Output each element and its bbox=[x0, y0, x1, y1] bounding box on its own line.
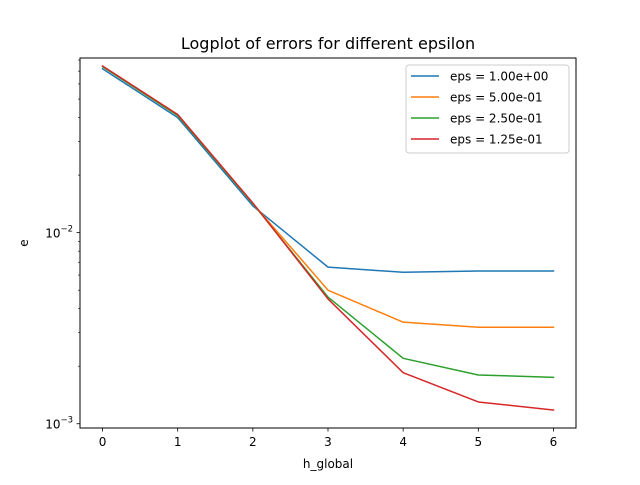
x-tick-label: 4 bbox=[399, 435, 407, 449]
legend-label-0: eps = 1.00e+00 bbox=[450, 70, 548, 84]
y-tick-label: 10−3 bbox=[45, 416, 73, 432]
legend-label-2: eps = 2.50e-01 bbox=[450, 112, 543, 126]
legend-label-3: eps = 1.25e-01 bbox=[450, 133, 543, 147]
y-tick-label: 10−2 bbox=[45, 225, 73, 241]
x-tick-label: 2 bbox=[249, 435, 257, 449]
legend-box bbox=[405, 64, 570, 154]
legend-label-1: eps = 5.00e-01 bbox=[450, 91, 543, 105]
series-layer bbox=[101, 64, 555, 411]
legend: eps = 1.00e+00 eps = 5.00e-01 eps = 2.50e-… bbox=[405, 64, 570, 154]
x-tick-label: 0 bbox=[99, 435, 107, 449]
x-tick-label: 5 bbox=[474, 435, 482, 449]
y-axis-label: e bbox=[17, 239, 31, 246]
x-tick-label: 1 bbox=[174, 435, 182, 449]
series-line-0 bbox=[101, 67, 555, 274]
ticks-layer: 0 1 2 3 4 5 6 10−3 10−2 bbox=[45, 59, 558, 449]
x-tick-label: 6 bbox=[550, 435, 558, 449]
x-axis-label: h_global bbox=[303, 457, 353, 471]
chart-title: Logplot of errors for different epsilon bbox=[181, 34, 475, 53]
series-line-3 bbox=[101, 64, 555, 411]
x-tick-label: 3 bbox=[324, 435, 332, 449]
